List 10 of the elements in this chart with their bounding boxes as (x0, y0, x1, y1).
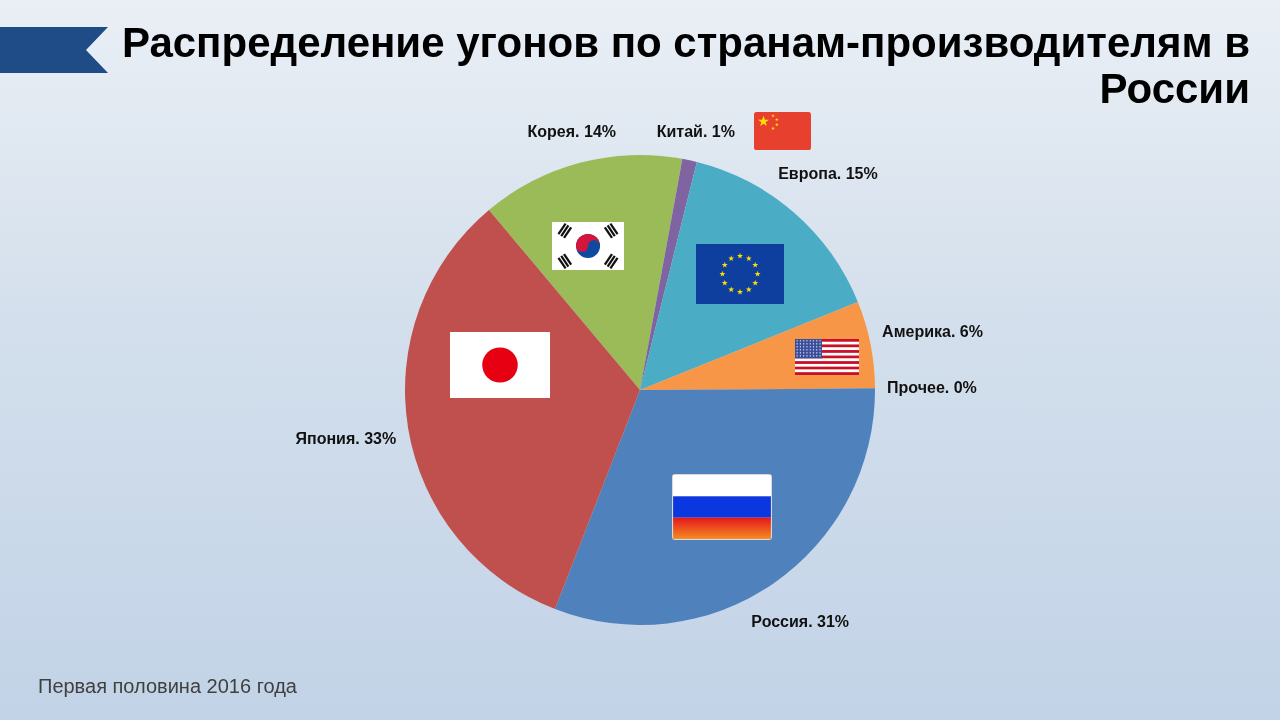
chart-title: Распределение угонов по странам-производителям в России (120, 19, 1250, 112)
slice-label: Америка. 6% (882, 323, 983, 341)
slice-label: Европа. 15% (778, 164, 878, 182)
category-label: Прочее. 0% (887, 378, 977, 396)
slice-label: Китай. 1% (656, 122, 735, 140)
text: Первая половина 2016 года (38, 675, 297, 698)
pie-slice (640, 158, 697, 390)
slice-label: Россия. 31% (751, 613, 850, 631)
slice-label: Япония. 33% (295, 429, 397, 447)
slice-label: Корея. 14% (527, 122, 617, 140)
